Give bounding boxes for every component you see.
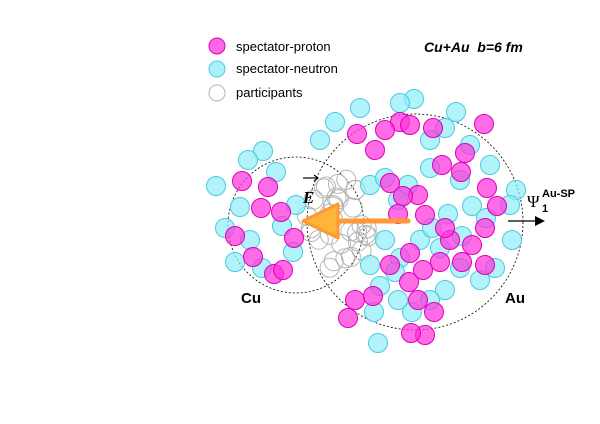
spectator-neutron <box>230 197 250 217</box>
spectator-proton <box>399 272 419 292</box>
spectator-proton <box>424 302 444 322</box>
spectator-proton <box>273 260 293 280</box>
spectator-proton <box>375 120 395 140</box>
spectator-neutron <box>502 230 522 250</box>
legend-participant-marker <box>208 84 226 102</box>
vector-arrowhead-icon <box>313 174 319 182</box>
spectator-proton <box>413 260 433 280</box>
spectator-neutron <box>368 333 388 353</box>
spectator-proton <box>225 226 245 246</box>
spectator-neutron <box>375 230 395 250</box>
electric-field-arrow <box>301 202 411 240</box>
spectator-neutron <box>350 98 370 118</box>
spectator-plane-arrow <box>508 216 545 226</box>
participant-nucleon <box>355 224 376 245</box>
spectator-proton <box>284 228 304 248</box>
spectator-neutron <box>225 252 245 272</box>
spectator-proton <box>452 252 472 272</box>
spectator-neutron <box>253 141 273 161</box>
spectator-proton <box>243 247 263 267</box>
system-title: Cu+Au b=6 fm <box>424 39 523 55</box>
spectator-neutron <box>360 255 380 275</box>
legend-proton-marker <box>208 37 226 55</box>
electric-field-label: E <box>302 174 319 207</box>
participant-nucleon <box>323 251 344 272</box>
electric-field-arrow-head <box>301 202 340 240</box>
spectator-neutron <box>206 176 226 196</box>
legend: spectator-proton spectator-neutron parti… <box>208 37 338 102</box>
spectator-plane-arrow-head <box>535 216 545 226</box>
cu-label: Cu <box>241 290 261 307</box>
spectator-proton <box>232 171 252 191</box>
spectator-proton <box>363 286 383 306</box>
au-label: Au <box>505 290 525 307</box>
spectator-proton <box>408 290 428 310</box>
spectator-proton <box>400 243 420 263</box>
spectator-proton <box>435 218 455 238</box>
spectator-proton <box>430 252 450 272</box>
spectator-plane-subscript: 1 <box>542 203 548 215</box>
spectator-proton <box>451 162 471 182</box>
spectator-proton <box>258 177 278 197</box>
spectator-proton <box>487 196 507 216</box>
participant-nucleon <box>316 176 336 197</box>
legend-neutron-marker <box>208 60 226 78</box>
spectator-neutron <box>435 280 455 300</box>
spectator-proton <box>380 173 400 193</box>
legend-proton-label: spectator-proton <box>236 39 331 54</box>
participant-nucleon <box>340 246 361 267</box>
spectator-neutron <box>325 112 345 132</box>
spectator-proton <box>271 202 291 222</box>
spectator-proton <box>477 178 497 198</box>
electric-field-symbol: E <box>302 188 314 207</box>
spectator-proton <box>347 124 367 144</box>
spectator-proton <box>423 118 443 138</box>
legend-neutron-label: spectator-neutron <box>236 61 338 76</box>
spectator-proton <box>474 114 494 134</box>
spectator-neutron <box>388 290 408 310</box>
spectator-plane-symbol: Ψ <box>527 192 540 211</box>
spectator-plane-superscript: Au-SP <box>542 188 575 200</box>
spectator-proton <box>475 218 495 238</box>
participant-nucleon <box>331 233 352 254</box>
participant-nucleon <box>351 215 372 236</box>
spectator-proton <box>455 143 475 163</box>
spectator-proton <box>432 155 452 175</box>
spectator-neutron <box>462 196 482 216</box>
spectator-neutron <box>310 130 330 150</box>
spectator-proton <box>251 198 271 218</box>
spectator-neutron <box>238 150 258 170</box>
participant-nucleon <box>319 257 340 278</box>
legend-participant-label: participants <box>236 85 303 100</box>
spectator-proton <box>338 308 358 328</box>
spectator-proton <box>415 205 435 225</box>
spectator-neutron <box>446 102 466 122</box>
participant-nucleon <box>342 197 363 218</box>
spectator-protons-layer <box>225 112 507 345</box>
spectator-proton <box>475 255 495 275</box>
spectator-proton <box>401 323 421 343</box>
spectator-neutron <box>390 93 410 113</box>
spectator-proton <box>462 235 482 255</box>
spectator-neutron <box>480 155 500 175</box>
spectator-proton <box>345 290 365 310</box>
spectator-proton <box>400 115 420 135</box>
participant-nucleon <box>314 178 334 199</box>
spectator-proton <box>365 140 385 160</box>
spectator-proton <box>380 255 400 275</box>
